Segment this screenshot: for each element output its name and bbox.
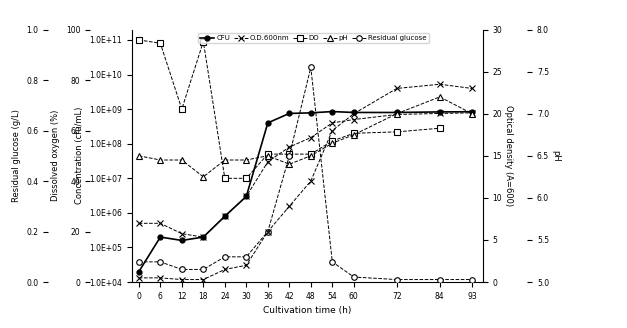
Y-axis label: Concentration (cfu/mL): Concentration (cfu/mL) <box>75 107 83 204</box>
Y-axis label: Residual glucose (g/L): Residual glucose (g/L) <box>12 109 21 202</box>
Legend: CFU, O.D.600nm, DO, pH, Residual glucose: CFU, O.D.600nm, DO, pH, Residual glucose <box>198 33 428 43</box>
Y-axis label: Optical density (A=600): Optical density (A=600) <box>504 105 514 206</box>
X-axis label: Cultivation time (h): Cultivation time (h) <box>263 306 351 315</box>
Y-axis label: Dissolved oxygen (%): Dissolved oxygen (%) <box>51 110 60 201</box>
Y-axis label: pH: pH <box>551 150 560 162</box>
